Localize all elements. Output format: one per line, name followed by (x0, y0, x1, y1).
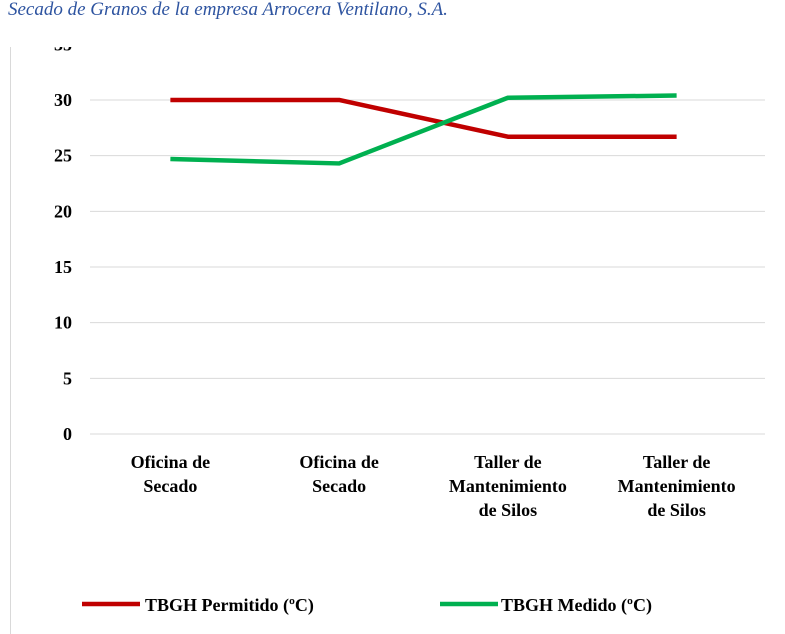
y-tick-label: 25 (54, 146, 72, 166)
series-line (170, 97, 677, 139)
x-tick-label-line: Mantenimiento (449, 476, 567, 496)
y-tick-label: 30 (54, 90, 72, 110)
x-tick-label-line: Secado (143, 476, 197, 496)
x-tick-label-line: de Silos (479, 500, 538, 520)
y-tick-label: 15 (54, 257, 72, 277)
chart-title: Secado de Granos de la empresa Arrocera … (8, 0, 448, 20)
x-tick-label-line: Oficina de (299, 452, 379, 472)
x-tick-label: Taller de Mantenimiento de Silos (449, 452, 567, 520)
y-tick-label: 0 (63, 424, 72, 444)
legend-label: TBGH Medido (ºC) (501, 595, 652, 616)
x-tick-label: Taller de Mantenimiento de Silos (618, 452, 736, 520)
x-tick-label-line: Secado (312, 476, 366, 496)
x-tick-label-line: Taller de (474, 452, 542, 472)
y-tick-label: 10 (54, 313, 72, 333)
series-line (170, 93, 677, 166)
x-tick-label: Oficina de Secado (131, 452, 211, 496)
legend-label: TBGH Permitido (ºC) (145, 595, 314, 616)
y-tick-label: 35 (54, 34, 72, 54)
x-tick-label-line: Taller de (643, 452, 711, 472)
x-tick-label-line: Oficina de (131, 452, 211, 472)
y-tick-label: 5 (63, 368, 72, 388)
y-tick-label: 20 (54, 201, 72, 221)
x-tick-label-line: de Silos (647, 500, 706, 520)
x-tick-label-line: Mantenimiento (618, 476, 736, 496)
x-tick-label: Oficina de Secado (299, 452, 379, 496)
